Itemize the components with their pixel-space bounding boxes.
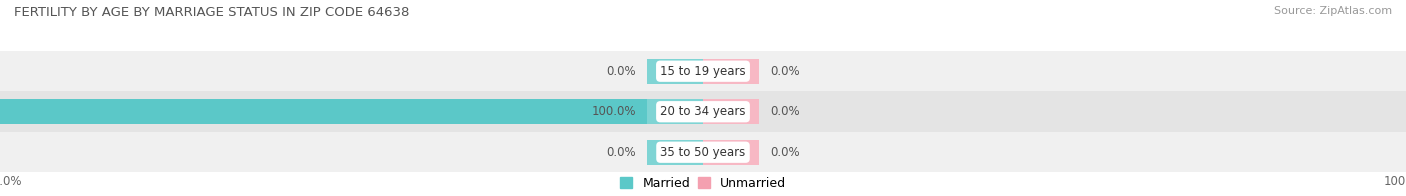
Text: 0.0%: 0.0%: [606, 146, 637, 159]
Bar: [647, 140, 703, 165]
Bar: [703, 59, 759, 84]
Bar: [647, 59, 703, 84]
Text: 0.0%: 0.0%: [770, 146, 800, 159]
Bar: [703, 140, 759, 165]
Text: 35 to 50 years: 35 to 50 years: [661, 146, 745, 159]
Text: 20 to 34 years: 20 to 34 years: [661, 105, 745, 118]
Bar: [647, 99, 703, 124]
Text: Source: ZipAtlas.com: Source: ZipAtlas.com: [1274, 6, 1392, 16]
Text: 0.0%: 0.0%: [770, 65, 800, 78]
Text: 0.0%: 0.0%: [606, 65, 637, 78]
Bar: [0, 132, 1406, 172]
Bar: [0, 92, 1406, 132]
Bar: [703, 99, 759, 124]
Bar: [0, 99, 703, 124]
Bar: [0, 51, 1406, 92]
Text: FERTILITY BY AGE BY MARRIAGE STATUS IN ZIP CODE 64638: FERTILITY BY AGE BY MARRIAGE STATUS IN Z…: [14, 6, 409, 19]
Legend: Married, Unmarried: Married, Unmarried: [620, 177, 786, 190]
Text: 0.0%: 0.0%: [770, 105, 800, 118]
Text: 100.0%: 100.0%: [592, 105, 637, 118]
Text: 15 to 19 years: 15 to 19 years: [661, 65, 745, 78]
